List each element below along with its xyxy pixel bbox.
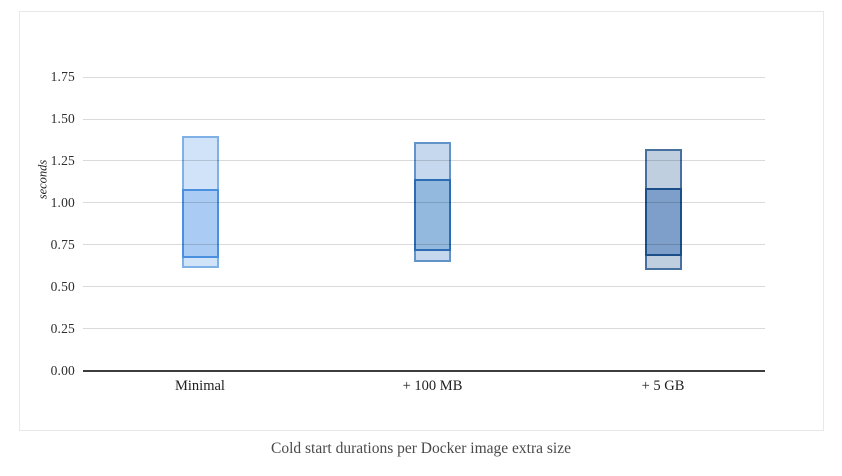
x-category-label: Minimal <box>175 377 225 394</box>
y-tick-label: 0.75 <box>50 236 75 252</box>
y-tick-label: 1.50 <box>50 111 75 126</box>
range-bar-inner <box>644 187 682 257</box>
chart-caption: Cold start durations per Docker image ex… <box>271 440 571 457</box>
y-tick-label: 1.75 <box>50 69 75 85</box>
x-axis-baseline <box>83 369 765 372</box>
y-tick-label: 0.50 <box>50 278 75 294</box>
gridline <box>83 202 765 204</box>
gridline <box>83 118 765 120</box>
x-category-label: + 5 GB <box>641 377 685 394</box>
gridline <box>83 328 765 330</box>
x-category-label: + 100 MB <box>402 377 463 394</box>
gridline <box>83 76 765 78</box>
y-tick-label: 0.25 <box>50 320 75 336</box>
gridline <box>83 160 765 162</box>
gridline <box>83 244 765 246</box>
gridline <box>83 286 765 288</box>
range-bar-inner <box>181 189 219 259</box>
chart-plot-area: 1.75 1.50 1.25 1.00 0.75 0.50 0.25 0.00 Minimal +… <box>20 12 823 430</box>
y-tick-label: 1.00 <box>50 194 75 210</box>
chart-card: 1.75 1.50 1.25 1.00 0.75 0.50 0.25 0.00 Minimal +… <box>19 11 824 431</box>
y-tick-label: 1.25 <box>50 152 75 168</box>
y-tick-label: 0.00 <box>50 362 75 378</box>
range-bar-inner <box>414 179 451 252</box>
